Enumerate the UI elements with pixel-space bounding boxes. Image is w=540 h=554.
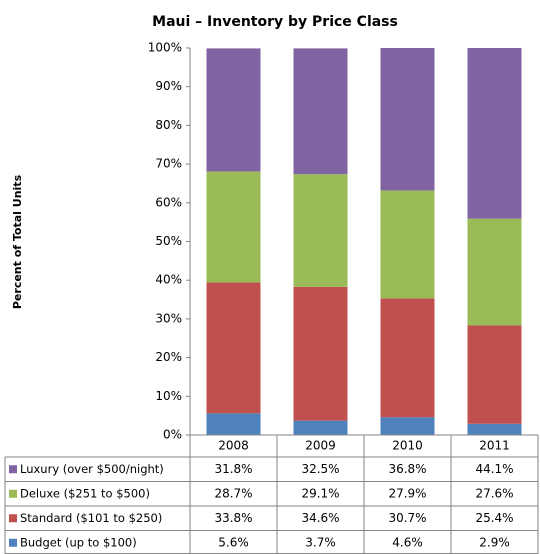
legend-swatch: [9, 538, 17, 547]
y-tick-label: 60%: [155, 195, 182, 209]
y-tick-label: 20%: [155, 350, 182, 364]
y-tick-label: 0%: [163, 428, 182, 442]
legend-label: Luxury (over $500/night): [20, 462, 164, 476]
data-label: 44.1%: [475, 462, 513, 476]
bar-segment: [293, 174, 348, 287]
y-tick-label: 50%: [155, 234, 182, 248]
data-label: 27.6%: [475, 486, 513, 500]
bar-segment: [380, 298, 435, 418]
data-label: 27.9%: [388, 486, 426, 500]
x-tick-label: 2008: [218, 439, 249, 453]
x-tick-label: 2011: [479, 439, 510, 453]
y-tick-label: 80%: [155, 118, 182, 132]
legend-label: Deluxe ($251 to $500): [20, 486, 150, 500]
data-label: 32.5%: [301, 462, 339, 476]
bar-segment: [206, 48, 261, 172]
data-label: 28.7%: [214, 486, 252, 500]
y-tick-label: 10%: [155, 389, 182, 403]
x-tick-label: 2009: [305, 439, 336, 453]
data-label: 3.7%: [305, 535, 336, 549]
bar-segment: [380, 48, 435, 191]
data-label: 4.6%: [392, 535, 423, 549]
bar-segment: [293, 286, 348, 421]
y-tick-label: 40%: [155, 273, 182, 287]
bar-segment: [467, 218, 522, 326]
bar-segment: [206, 413, 261, 435]
y-tick-label: 90%: [155, 79, 182, 93]
y-axis-label: Percent of Total Units: [11, 174, 24, 309]
bar-segment: [380, 190, 435, 299]
legend-swatch: [9, 514, 17, 523]
bar-segment: [206, 282, 261, 414]
bar-segment: [206, 171, 261, 283]
bar-segment: [467, 325, 522, 424]
y-tick-label: 30%: [155, 311, 182, 325]
data-label: 5.6%: [218, 535, 249, 549]
data-label: 29.1%: [301, 486, 339, 500]
y-tick-label: 70%: [155, 157, 182, 171]
data-label: 34.6%: [301, 511, 339, 525]
bar-segment: [467, 423, 522, 435]
data-label: 31.8%: [214, 462, 252, 476]
legend-label: Standard ($101 to $250): [20, 511, 162, 525]
legend-swatch: [9, 465, 17, 474]
data-label: 25.4%: [475, 511, 513, 525]
bar-segment: [380, 417, 435, 435]
bar-segment: [293, 420, 348, 435]
legend-swatch: [9, 489, 17, 498]
bar-segment: [467, 48, 522, 219]
data-label: 36.8%: [388, 462, 426, 476]
x-tick-label: 2010: [392, 439, 423, 453]
data-label: 2.9%: [479, 535, 510, 549]
legend-label: Budget (up to $100): [20, 535, 137, 549]
data-label: 30.7%: [388, 511, 426, 525]
y-tick-label: 100%: [148, 41, 182, 55]
data-label: 33.8%: [214, 511, 252, 525]
bar-segment: [293, 48, 348, 175]
chart-title: Maui – Inventory by Price Class: [152, 14, 398, 30]
